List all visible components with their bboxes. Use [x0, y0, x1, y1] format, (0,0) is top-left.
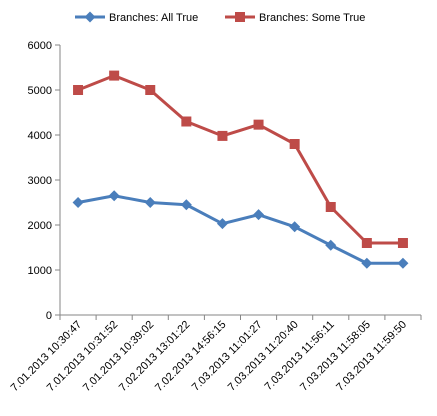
- legend-marker: [84, 11, 96, 23]
- data-point: [397, 257, 409, 269]
- data-point: [73, 85, 84, 95]
- x-tick-label: 7.03.2013 11:56:11: [262, 319, 336, 393]
- series-line: [77, 74, 403, 245]
- y-tick-label: 3000: [28, 175, 52, 187]
- y-tick-label: 4000: [28, 130, 52, 142]
- data-point: [217, 130, 228, 141]
- data-point: [109, 70, 120, 81]
- data-point: [289, 221, 301, 233]
- legend-item: Branches: All True: [75, 11, 198, 24]
- data-point: [253, 209, 265, 221]
- data-point: [108, 190, 120, 202]
- data-point: [361, 257, 373, 269]
- y-tick-label: 0: [46, 310, 52, 322]
- x-axis: 7.01.2013 10:30:477.01.2013 10:31:527.01…: [9, 314, 422, 394]
- data-point: [145, 85, 156, 95]
- data-point: [181, 116, 192, 127]
- series-layer: [72, 70, 409, 269]
- series-line: [77, 194, 403, 265]
- legend: Branches: All True Branches: Some True: [75, 11, 365, 24]
- y-tick-label: 2000: [28, 220, 52, 232]
- y-axis: 0 1000 2000 3000 4000 5000 6000: [28, 40, 61, 322]
- data-point: [72, 197, 84, 208]
- data-point: [361, 238, 372, 248]
- legend-marker: [235, 12, 245, 22]
- data-point: [397, 238, 408, 248]
- data-point: [253, 119, 264, 130]
- data-point: [180, 199, 192, 211]
- data-point: [325, 202, 336, 212]
- data-point: [325, 239, 337, 251]
- series-all-true: [72, 190, 409, 269]
- legend-label: Branches: All True: [109, 12, 198, 24]
- x-tick-label: 7.03.2013 11:59:50: [334, 319, 409, 394]
- y-tick-label: 1000: [28, 265, 52, 277]
- legend-label: Branches: Some True: [259, 12, 365, 24]
- y-tick-label: 5000: [28, 85, 52, 97]
- data-point: [216, 218, 228, 230]
- series-some-true: [73, 70, 408, 248]
- legend-item: Branches: Some True: [225, 12, 365, 24]
- data-point: [144, 197, 156, 208]
- data-point: [289, 139, 300, 149]
- y-tick-label: 6000: [28, 40, 52, 52]
